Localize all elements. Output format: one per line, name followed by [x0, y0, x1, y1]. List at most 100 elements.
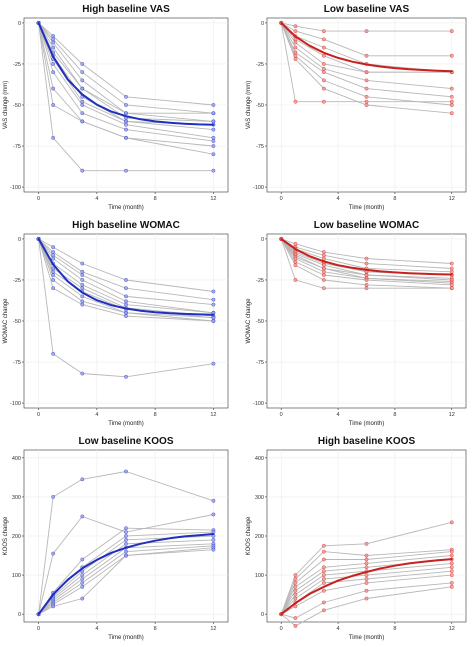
- data-point: [449, 565, 454, 570]
- data-point: [51, 40, 56, 45]
- data-point: [51, 286, 56, 291]
- data-point: [51, 34, 56, 38]
- data-point: [51, 253, 56, 258]
- data-point: [321, 543, 326, 548]
- data-point: [51, 45, 56, 50]
- data-point: [293, 45, 298, 50]
- data-point: [80, 99, 85, 104]
- y-axis-label: KOOS change: [246, 516, 252, 555]
- x-tick-label: 4: [95, 412, 98, 418]
- data-point: [80, 70, 85, 75]
- data-point: [211, 361, 216, 366]
- x-tick-label: 0: [280, 412, 283, 418]
- x-tick-label: 8: [393, 626, 396, 632]
- data-point: [51, 250, 56, 254]
- data-point: [293, 40, 298, 45]
- x-axis-label: Time (month): [349, 205, 384, 211]
- x-tick-label: 12: [449, 626, 455, 632]
- data-point: [211, 498, 216, 503]
- data-point: [293, 616, 298, 620]
- y-tick-label: 200: [12, 534, 21, 540]
- y-tick-label: 200: [255, 534, 264, 540]
- data-point: [211, 119, 216, 124]
- data-point: [51, 135, 56, 140]
- data-point: [293, 278, 298, 282]
- data-point: [321, 70, 326, 75]
- data-point: [211, 168, 216, 173]
- data-point: [321, 266, 326, 271]
- data-point: [211, 139, 216, 143]
- x-tick-label: 4: [95, 196, 98, 202]
- data-point: [449, 286, 454, 291]
- data-point: [51, 351, 56, 356]
- data-point: [80, 273, 85, 277]
- data-point: [211, 297, 216, 302]
- y-tick-label: -100: [253, 185, 264, 191]
- data-point: [51, 103, 56, 107]
- data-point: [124, 94, 128, 99]
- chart-panel-2: 0 -25 -50 -75 -100 0 4 8 12 High baseline WOMAC Ti…: [3, 220, 229, 427]
- data-point: [364, 86, 369, 91]
- data-point: [293, 588, 298, 593]
- data-point: [51, 604, 56, 609]
- data-point: [124, 553, 128, 558]
- data-point: [124, 302, 128, 307]
- data-point: [124, 294, 128, 299]
- data-point: [321, 549, 326, 554]
- data-point: [321, 286, 326, 291]
- y-tick-label: 0: [18, 21, 21, 27]
- data-point: [321, 600, 326, 605]
- chart-panel-3: 0 -25 -50 -75 -100 0 4 8 12 Low baseline WOMAC Tim…: [246, 220, 467, 427]
- x-axis-label: Time (month): [349, 421, 384, 427]
- data-point: [51, 495, 56, 499]
- data-point: [321, 78, 326, 83]
- y-tick-label: -100: [10, 401, 21, 407]
- y-tick-label: -25: [256, 278, 264, 284]
- y-tick-label: 0: [18, 612, 21, 618]
- x-axis-label: Time (month): [108, 635, 143, 641]
- data-point: [293, 256, 298, 261]
- data-point: [364, 94, 369, 99]
- y-tick-label: -100: [253, 401, 264, 407]
- chart-title: High baseline KOOS: [318, 436, 416, 447]
- y-tick-label: -50: [13, 103, 21, 109]
- y-tick-label: 300: [12, 495, 21, 501]
- data-point: [449, 283, 454, 287]
- data-point: [321, 573, 326, 577]
- data-point: [364, 256, 369, 261]
- data-point: [211, 319, 216, 323]
- data-point: [293, 581, 298, 585]
- data-point: [124, 526, 128, 531]
- x-tick-label: 4: [95, 626, 98, 632]
- data-point: [51, 86, 56, 91]
- data-point: [364, 273, 369, 277]
- data-point: [293, 624, 298, 628]
- data-point: [321, 588, 326, 593]
- data-point: [211, 538, 216, 542]
- data-point: [293, 573, 298, 577]
- data-point: [51, 245, 56, 250]
- data-point: [364, 577, 369, 581]
- data-point: [80, 557, 85, 562]
- data-point: [364, 553, 369, 558]
- data-point: [449, 111, 454, 116]
- data-point: [124, 549, 128, 554]
- x-tick-label: 0: [37, 412, 40, 418]
- data-point: [449, 573, 454, 577]
- data-point: [364, 573, 369, 577]
- data-point: [449, 569, 454, 574]
- data-point: [80, 371, 85, 376]
- x-tick-label: 8: [154, 196, 157, 202]
- data-point: [449, 584, 454, 589]
- data-point: [211, 111, 216, 116]
- y-tick-label: 100: [12, 573, 21, 579]
- data-point: [364, 561, 369, 566]
- data-point: [449, 53, 454, 58]
- x-axis-label: Time (month): [349, 635, 384, 641]
- x-tick-label: 0: [37, 626, 40, 632]
- data-point: [364, 99, 369, 104]
- data-point: [211, 152, 216, 157]
- x-tick-label: 4: [337, 626, 340, 632]
- data-point: [80, 78, 85, 83]
- data-point: [80, 86, 85, 91]
